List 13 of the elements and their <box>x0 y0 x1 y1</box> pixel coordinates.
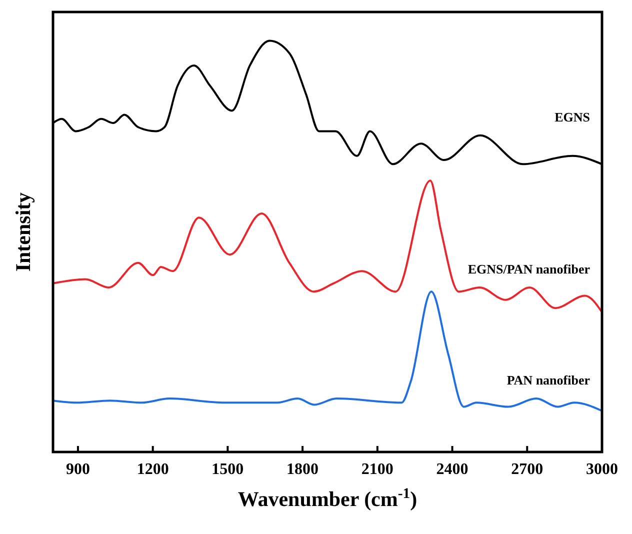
x-tick-label: 2400 <box>436 461 468 478</box>
x-tick-label: 1200 <box>136 461 169 478</box>
x-tick-label: 3000 <box>586 461 618 478</box>
x-tick-label: 1800 <box>286 461 319 478</box>
x-tick-label: 900 <box>66 461 90 478</box>
x-axis-title: Wavenumber (cm$^{-1}$) <box>238 486 418 511</box>
y-axis-title: Intensity <box>11 192 35 272</box>
text: EGNS <box>554 109 590 124</box>
series-label: PAN nanofiber <box>506 372 590 388</box>
series-label: EGNS/PAN nanofiber <box>468 262 590 277</box>
x-tick-label: 1500 <box>212 461 244 478</box>
x-tick-label: 2100 <box>361 461 394 478</box>
x-tick-label: 2700 <box>511 461 544 478</box>
